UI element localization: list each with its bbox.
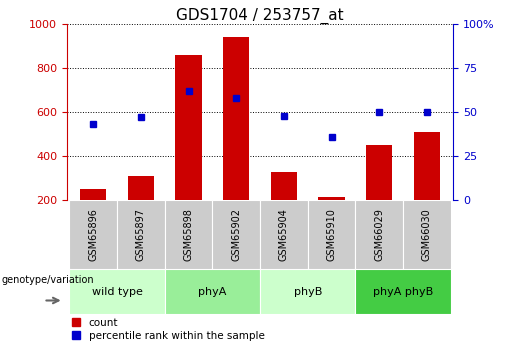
Bar — [308, 200, 355, 269]
Text: genotype/variation: genotype/variation — [2, 275, 94, 285]
Text: GSM65910: GSM65910 — [327, 208, 337, 261]
Bar — [355, 269, 451, 314]
Bar — [165, 269, 260, 314]
Bar — [223, 37, 249, 200]
Bar — [212, 200, 260, 269]
Bar — [176, 55, 202, 200]
Text: GSM66029: GSM66029 — [374, 208, 384, 261]
Text: GSM65902: GSM65902 — [231, 208, 241, 261]
Text: GSM65904: GSM65904 — [279, 208, 289, 261]
Bar — [318, 197, 345, 200]
Text: GSM65897: GSM65897 — [136, 208, 146, 261]
Bar — [165, 200, 212, 269]
Text: wild type: wild type — [92, 287, 143, 296]
Bar — [366, 145, 392, 200]
Text: phyA phyB: phyA phyB — [373, 287, 433, 296]
Text: phyA: phyA — [198, 287, 227, 296]
Bar — [260, 269, 355, 314]
Bar — [403, 200, 451, 269]
Title: GDS1704 / 253757_at: GDS1704 / 253757_at — [176, 8, 344, 24]
Bar — [128, 176, 154, 200]
Bar — [355, 200, 403, 269]
Text: GSM65898: GSM65898 — [183, 208, 194, 261]
Bar — [117, 200, 165, 269]
Bar — [80, 189, 106, 200]
Bar — [260, 200, 308, 269]
Bar — [70, 269, 165, 314]
Text: GSM65896: GSM65896 — [88, 208, 98, 261]
Bar — [271, 171, 297, 200]
Bar — [70, 200, 117, 269]
Text: phyB: phyB — [294, 287, 322, 296]
Text: GSM66030: GSM66030 — [422, 208, 432, 261]
Bar — [414, 132, 440, 200]
Legend: count, percentile rank within the sample: count, percentile rank within the sample — [72, 318, 265, 341]
